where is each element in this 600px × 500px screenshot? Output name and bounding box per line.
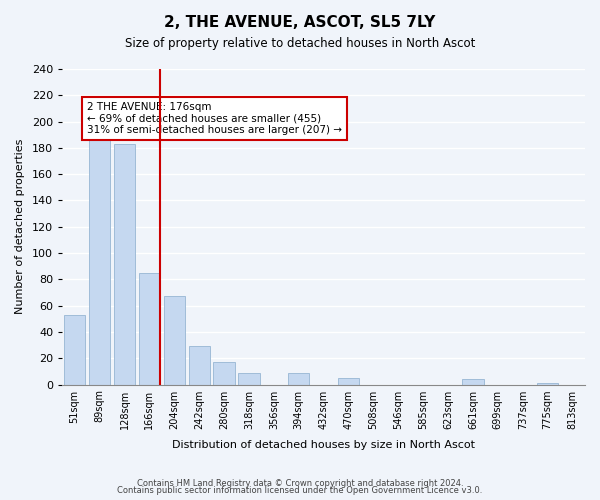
- Text: 2, THE AVENUE, ASCOT, SL5 7LY: 2, THE AVENUE, ASCOT, SL5 7LY: [164, 15, 436, 30]
- Bar: [238, 372, 260, 384]
- Bar: [338, 378, 359, 384]
- Text: Contains HM Land Registry data © Crown copyright and database right 2024.: Contains HM Land Registry data © Crown c…: [137, 478, 463, 488]
- Text: Contains public sector information licensed under the Open Government Licence v3: Contains public sector information licen…: [118, 486, 482, 495]
- Bar: [164, 296, 185, 384]
- Bar: [463, 380, 484, 384]
- Text: 2 THE AVENUE: 176sqm
← 69% of detached houses are smaller (455)
31% of semi-deta: 2 THE AVENUE: 176sqm ← 69% of detached h…: [87, 102, 342, 135]
- Bar: [214, 362, 235, 384]
- X-axis label: Distribution of detached houses by size in North Ascot: Distribution of detached houses by size …: [172, 440, 475, 450]
- Bar: [537, 383, 558, 384]
- Bar: [89, 134, 110, 384]
- Bar: [288, 372, 309, 384]
- Y-axis label: Number of detached properties: Number of detached properties: [15, 139, 25, 314]
- Bar: [114, 144, 135, 384]
- Text: Size of property relative to detached houses in North Ascot: Size of property relative to detached ho…: [125, 38, 475, 51]
- Bar: [64, 315, 85, 384]
- Bar: [188, 346, 210, 385]
- Bar: [139, 273, 160, 384]
